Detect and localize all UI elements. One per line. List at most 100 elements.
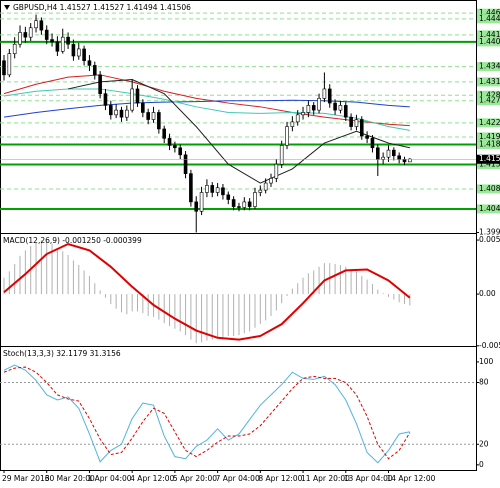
- x-tick-label: 1 Apr 04:00: [87, 474, 131, 483]
- x-tick-label: 14 Apr 12:00: [386, 474, 435, 483]
- candle-body: [39, 20, 44, 31]
- candle-body: [194, 201, 199, 212]
- y-tick-label: 1.41980: [479, 132, 500, 141]
- y-tick-label-bg: [477, 184, 500, 194]
- y-tick-label: 1.43475: [479, 62, 500, 71]
- x-tick-label: 5 Apr 20:00: [173, 474, 217, 483]
- candle-body: [98, 74, 102, 94]
- candle-body: [151, 112, 156, 120]
- y-tick-label: 1.4275: [479, 96, 500, 105]
- y-tick-label-bg: [477, 14, 500, 24]
- candle-body: [311, 105, 316, 111]
- candle-body: [87, 60, 92, 66]
- candle-body: [130, 88, 134, 111]
- x-tick-label: 7 Apr 04:00: [216, 474, 260, 483]
- candle-body: [178, 147, 183, 156]
- candle-body: [162, 128, 166, 139]
- candle-body: [103, 93, 108, 106]
- line-series: [3, 99, 410, 118]
- candle-body: [258, 189, 263, 193]
- candle-body: [333, 102, 337, 111]
- candle-body: [109, 105, 113, 116]
- y-tick-label-bg: [477, 90, 500, 100]
- y-tick-label-bg: [477, 96, 500, 106]
- candle-body: [114, 109, 118, 116]
- y-tick-label-bg: [477, 77, 500, 87]
- y-tick-label-bg: [477, 30, 500, 40]
- candle-body: [50, 39, 54, 43]
- candle-body: [173, 145, 177, 149]
- candle-body: [386, 149, 391, 158]
- line-series: [3, 364, 410, 464]
- candle-body: [285, 126, 289, 146]
- x-tick-label: 4 Apr 12:00: [130, 474, 174, 483]
- candle-body: [221, 187, 225, 196]
- candle-body: [7, 53, 12, 76]
- y-tick-label: 1.4415: [479, 30, 500, 39]
- candle-body: [402, 159, 407, 163]
- candle-body: [301, 112, 305, 116]
- candle-body: [370, 138, 375, 149]
- y-tick-label-bg: [477, 62, 500, 72]
- y-tick-label: 20: [479, 439, 489, 448]
- candle-body: [210, 185, 215, 193]
- x-tick-label: 29 Mar 2016: [2, 474, 50, 483]
- candle-body: [55, 41, 60, 52]
- candle-body: [167, 138, 172, 146]
- y-tick-label: 1.4045: [479, 204, 500, 213]
- candle-body: [189, 173, 193, 203]
- candle-body: [28, 27, 33, 38]
- y-tick-label: 1.4449: [479, 14, 500, 23]
- y-tick-label: 1.4315: [479, 77, 500, 86]
- x-tick-label: 13 Apr 04:00: [344, 474, 393, 483]
- candle-body: [34, 20, 38, 29]
- candle-body: [269, 178, 273, 184]
- candle-body: [279, 145, 284, 165]
- candle-body: [392, 149, 396, 157]
- candle-body: [295, 114, 300, 123]
- candle-body: [317, 98, 321, 111]
- y-tick-label: 1.4400: [479, 37, 500, 46]
- candle-body: [349, 116, 353, 127]
- candle-body: [343, 105, 348, 118]
- y-tick-label: 80: [479, 378, 489, 387]
- candle-body: [183, 154, 188, 174]
- y-tick-label: 0: [479, 460, 484, 469]
- candle-body: [71, 43, 76, 57]
- candle-body: [215, 187, 220, 193]
- candle-body: [354, 119, 359, 127]
- candle-body: [66, 36, 70, 45]
- chart-title: GBPUSD,H4 1.41527 1.41527 1.41494 1.4150…: [13, 3, 191, 12]
- candle-body: [82, 48, 86, 62]
- candle-body: [125, 109, 129, 118]
- candle-body: [327, 88, 332, 104]
- stoch-title: Stoch(13,3,3) 32.1179 31.3156: [3, 349, 121, 358]
- y-tick-label-bg: [477, 37, 500, 47]
- y-tick-label: -0.005678: [479, 341, 500, 350]
- y-tick-label-bg: [477, 139, 500, 149]
- y-tick-label: 1.42280: [479, 118, 500, 127]
- y-tick-label: 0.005934: [479, 235, 500, 244]
- candle-body: [338, 105, 343, 111]
- candle-body: [274, 163, 279, 179]
- line-series: [3, 366, 411, 460]
- y-tick-label: 1.41395: [479, 159, 500, 168]
- y-tick-label: 0.00: [479, 289, 496, 298]
- candle-body: [263, 182, 268, 191]
- candle-body: [306, 105, 311, 113]
- candle-body: [226, 194, 231, 200]
- candle-body: [141, 102, 145, 113]
- candle-body: [253, 192, 257, 207]
- x-tick-label: 8 Apr 12:00: [258, 474, 302, 483]
- x-tick-label: 30 Mar 20:00: [45, 474, 95, 483]
- bid-label: 1.41506: [479, 154, 500, 163]
- y-tick-label: 1.40875: [479, 184, 500, 193]
- candle-body: [247, 201, 252, 207]
- candle-body: [18, 32, 22, 45]
- candle-body: [23, 32, 28, 38]
- candle-body: [231, 199, 236, 207]
- candle-body: [146, 112, 150, 120]
